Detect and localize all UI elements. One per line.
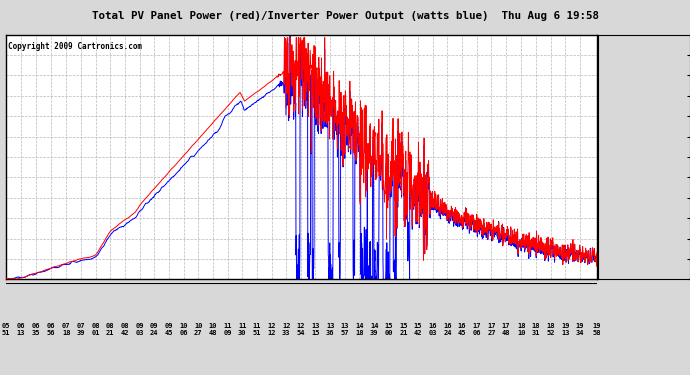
Text: 09
45: 09 45 (165, 322, 173, 336)
Text: Copyright 2009 Cartronics.com: Copyright 2009 Cartronics.com (8, 42, 143, 51)
Text: 06
56: 06 56 (47, 322, 55, 336)
Text: 06
13: 06 13 (17, 322, 25, 336)
Text: 12
54: 12 54 (297, 322, 305, 336)
Text: 16
24: 16 24 (443, 322, 452, 336)
Text: 13
57: 13 57 (341, 322, 349, 336)
Text: 08
21: 08 21 (106, 322, 115, 336)
Text: Total PV Panel Power (red)/Inverter Power Output (watts blue)  Thu Aug 6 19:58: Total PV Panel Power (red)/Inverter Powe… (92, 11, 598, 21)
Text: 13
36: 13 36 (326, 322, 335, 336)
Text: 11
30: 11 30 (238, 322, 246, 336)
Text: 10
27: 10 27 (194, 322, 202, 336)
Text: 19
34: 19 34 (576, 322, 584, 336)
Text: 09
24: 09 24 (150, 322, 159, 336)
Text: 05
51: 05 51 (1, 322, 10, 336)
Text: 10
48: 10 48 (208, 322, 217, 336)
Text: 16
03: 16 03 (428, 322, 437, 336)
Text: 07
39: 07 39 (77, 322, 85, 336)
Text: 17
48: 17 48 (502, 322, 511, 336)
Text: 18
52: 18 52 (546, 322, 555, 336)
Text: 08
42: 08 42 (121, 322, 129, 336)
Text: 15
00: 15 00 (384, 322, 393, 336)
Text: 12
33: 12 33 (282, 322, 290, 336)
Text: 17
06: 17 06 (473, 322, 481, 336)
Text: 18
31: 18 31 (532, 322, 540, 336)
Text: 15
21: 15 21 (400, 322, 408, 336)
Text: 14
18: 14 18 (355, 322, 364, 336)
Text: 08
01: 08 01 (92, 322, 101, 336)
Text: 11
51: 11 51 (253, 322, 261, 336)
Text: 06
35: 06 35 (32, 322, 41, 336)
Text: 18
10: 18 10 (518, 322, 526, 336)
Text: 14
39: 14 39 (370, 322, 378, 336)
Text: 10
06: 10 06 (179, 322, 188, 336)
Text: 09
03: 09 03 (135, 322, 144, 336)
Text: 15
42: 15 42 (414, 322, 422, 336)
Text: 16
45: 16 45 (458, 322, 466, 336)
Text: 11
09: 11 09 (224, 322, 232, 336)
Text: 13
15: 13 15 (311, 322, 319, 336)
Text: 19
13: 19 13 (561, 322, 570, 336)
Text: 07
18: 07 18 (62, 322, 70, 336)
Text: 17
27: 17 27 (487, 322, 495, 336)
Text: 19
58: 19 58 (593, 322, 601, 336)
Text: 12
12: 12 12 (267, 322, 276, 336)
